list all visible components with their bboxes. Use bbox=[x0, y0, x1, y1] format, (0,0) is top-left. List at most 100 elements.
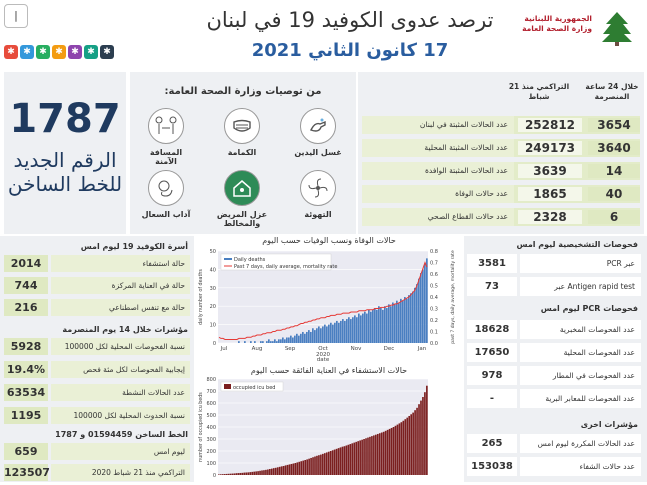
hotline-line2: للخط الساخن bbox=[7, 172, 123, 196]
icu-bar bbox=[316, 455, 318, 475]
icu-bar bbox=[361, 439, 363, 475]
test-value: 265 bbox=[467, 434, 517, 453]
icu-bar bbox=[402, 420, 405, 475]
icu-bar bbox=[357, 441, 360, 475]
icu-bar bbox=[410, 414, 412, 475]
death-bar bbox=[324, 324, 326, 343]
stat-label: إيجابية الفحوصات لكل مئة فحص bbox=[51, 361, 190, 378]
icu-bar bbox=[314, 456, 316, 475]
death-bar bbox=[374, 308, 376, 343]
summary-row: عدد حالات الوفاة 1865 40 bbox=[362, 185, 640, 203]
diag-tests-title: فحوصات التشخيصية ليوم امس bbox=[516, 240, 638, 249]
death-bar bbox=[364, 311, 366, 343]
y2-tick-label: 0.5 bbox=[430, 284, 438, 290]
mask-icon bbox=[224, 108, 260, 144]
icu-chart: حالات الاستشفاء في العناية الفائقة حسب ا… bbox=[196, 366, 462, 482]
stat-label: حالة استشفاء bbox=[51, 255, 190, 272]
death-bar bbox=[344, 320, 346, 343]
icu-bar bbox=[406, 417, 409, 475]
death-bar bbox=[290, 335, 292, 343]
test-value: 3581 bbox=[467, 254, 517, 273]
death-bar bbox=[394, 304, 396, 343]
x-axis-label: date bbox=[317, 357, 330, 363]
death-bar bbox=[398, 302, 400, 343]
share-icon-0[interactable]: ✱ bbox=[4, 45, 18, 59]
test-row: 265 عدد الحالات المكررة ليوم امس bbox=[467, 434, 641, 453]
rec-label-1: الكمامة bbox=[227, 148, 257, 157]
stat-row: 123507 التراكمي منذ 21 شباط 2020 bbox=[4, 464, 190, 481]
share-icon-3[interactable]: ✱ bbox=[52, 45, 66, 59]
icu-bar bbox=[386, 429, 389, 475]
test-row: 17650 عدد الفحوصات المحلية bbox=[467, 343, 641, 362]
icu-bar bbox=[261, 470, 263, 475]
rec-hand-wash: غسل اليدين bbox=[290, 108, 346, 157]
death-bar bbox=[296, 333, 298, 343]
x-tick-label: Oct bbox=[318, 346, 328, 352]
rec-mask: الكمامة bbox=[214, 108, 270, 157]
icu-bar bbox=[322, 453, 324, 475]
icu-bar bbox=[341, 446, 344, 475]
hotline-number: 1787 bbox=[9, 96, 121, 142]
death-bar bbox=[306, 331, 308, 343]
icu-bar bbox=[376, 433, 379, 475]
x-tick-label: Aug bbox=[252, 346, 263, 352]
death-bar bbox=[410, 293, 412, 343]
y2-tick-label: 0.6 bbox=[430, 272, 438, 278]
icu-bar bbox=[400, 422, 403, 475]
death-bar bbox=[420, 273, 422, 343]
stat-row: 63534 عدد الحالات النشطة bbox=[4, 384, 190, 401]
share-icon-2[interactable]: ✱ bbox=[36, 45, 50, 59]
icu-bar bbox=[282, 466, 285, 475]
death-bar bbox=[278, 339, 280, 343]
stat-row: 1195 نسبة الحدوث المحلية لكل 100000 bbox=[4, 407, 190, 424]
stat-label: نسبة الفحوصات المحلية لكل 100000 bbox=[51, 338, 190, 355]
icu-bar bbox=[231, 473, 234, 475]
share-icon-5[interactable]: ✱ bbox=[84, 45, 98, 59]
icu-bar bbox=[355, 441, 358, 475]
death-bar bbox=[282, 337, 284, 343]
icu-bar bbox=[365, 438, 367, 475]
y-tick-label: 700 bbox=[206, 389, 216, 395]
rec-isolation: عزل المريض والمخالط bbox=[214, 170, 270, 228]
beds-title: أسرة الكوفيد 19 ليوم امس bbox=[80, 242, 188, 251]
legend-label: Daily deaths bbox=[234, 257, 266, 263]
language-toggle-button[interactable]: | bbox=[4, 4, 28, 28]
death-bar bbox=[390, 306, 392, 343]
share-icon-6[interactable]: ✱ bbox=[100, 45, 114, 59]
icu-bar bbox=[424, 392, 426, 475]
icu-bar bbox=[290, 463, 293, 475]
share-icon-4[interactable]: ✱ bbox=[68, 45, 82, 59]
mortality-line bbox=[218, 261, 428, 340]
icu-bar bbox=[227, 473, 230, 475]
x-tick-label: Nov bbox=[351, 346, 362, 352]
x-tick-sublabel: 2020 bbox=[316, 352, 330, 358]
ministry-line2: وزارة الصحة العامة bbox=[522, 24, 592, 33]
death-bar bbox=[402, 300, 404, 343]
icu-bar bbox=[253, 471, 255, 475]
icu-bar bbox=[280, 466, 283, 475]
cedar-logo-icon bbox=[602, 12, 632, 46]
icu-bar bbox=[237, 473, 240, 475]
death-bar bbox=[260, 341, 262, 343]
death-bar bbox=[304, 333, 306, 343]
death-bar bbox=[318, 326, 320, 343]
icu-bar bbox=[286, 464, 289, 475]
death-bar bbox=[408, 295, 410, 343]
summary-row-total: 252812 bbox=[518, 118, 582, 132]
share-icon-1[interactable]: ✱ bbox=[20, 45, 34, 59]
death-bar bbox=[378, 306, 380, 343]
icu-bar bbox=[416, 407, 418, 475]
deaths-chart: حالات الوفاة ونسب الوفيات حسب اليوم 0 10 2… bbox=[196, 236, 462, 364]
stat-label: ليوم امس bbox=[51, 443, 190, 460]
x-tick-label: Dec bbox=[384, 346, 395, 352]
death-bar bbox=[388, 304, 390, 343]
share-buttons: ✱ ✱ ✱ ✱ ✱ ✱ ✱ bbox=[4, 45, 114, 59]
other-indicators-title: مؤشرات اخرى bbox=[580, 420, 638, 429]
test-label: عدد الفحوصات في المطار bbox=[520, 366, 641, 385]
legend-box bbox=[220, 381, 284, 392]
stat-value: 1195 bbox=[4, 407, 48, 424]
summary-row: عدد الحالات المثبتة في لبنان 252812 3654 bbox=[362, 116, 640, 134]
death-bar bbox=[370, 311, 372, 343]
icu-bar bbox=[272, 468, 275, 475]
death-bar bbox=[274, 339, 276, 343]
